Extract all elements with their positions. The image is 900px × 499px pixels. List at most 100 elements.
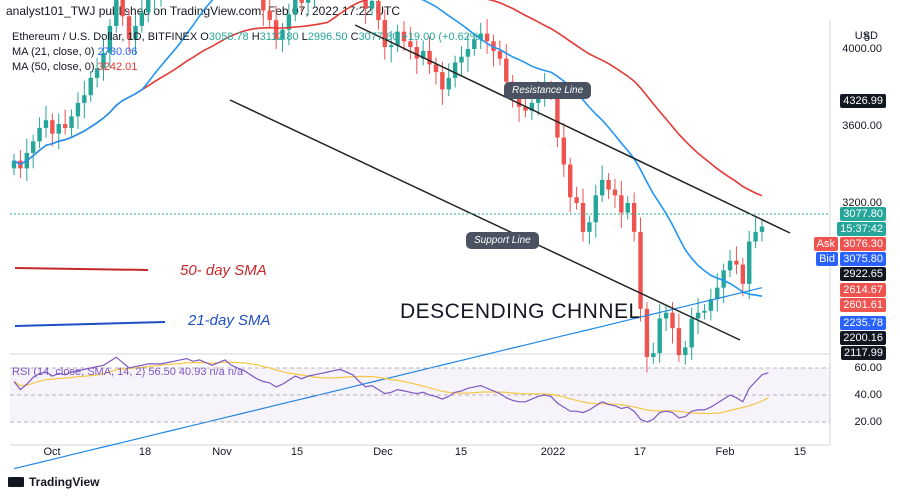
legend-low: 2996.50 — [307, 31, 348, 43]
candle-body — [395, 31, 400, 46]
candle-body — [497, 50, 503, 59]
legend-high: 3112.80 — [259, 31, 299, 43]
price-tag: 2601.61 — [840, 298, 886, 312]
price-tag-label: Bid — [816, 252, 838, 266]
candle-body — [427, 50, 432, 65]
price-tag: 2614.67 — [840, 283, 886, 297]
rsi-tick-label: 40.00 — [854, 389, 882, 401]
time-tick-label: 15 — [454, 446, 468, 458]
price-tag: 15:37:42 — [837, 222, 886, 236]
time-tick-label: 18 — [138, 446, 152, 458]
candle-body — [753, 231, 758, 242]
rsi-axis[interactable]: 20.00 40.00 60.00 — [830, 354, 900, 446]
candle-body — [491, 41, 496, 51]
candle-body — [612, 189, 618, 196]
candle-body — [734, 260, 739, 265]
candle-body — [267, 10, 272, 21]
candle-body — [273, 20, 279, 40]
price-tick-label: 4000.00 — [842, 43, 882, 55]
candle-body — [37, 127, 42, 142]
time-tick-label: 15 — [290, 446, 304, 458]
candle-body — [568, 164, 573, 198]
candle-body — [107, 25, 113, 53]
candle-body — [82, 95, 87, 103]
candle-body — [727, 260, 733, 271]
rsi-legend: RSI (14, close, SMA, 14, 2) 56.50 40.93 … — [12, 366, 244, 378]
candle-body — [433, 64, 439, 73]
legend-h-label: H — [251, 31, 260, 43]
candle-body — [606, 179, 611, 190]
legend-ma21-value: 2730.06 — [97, 46, 138, 58]
candle-body — [478, 33, 483, 40]
price-tag: 3075.80 — [840, 252, 886, 266]
resistance-line-label: Resistance Line — [504, 82, 592, 99]
time-tick-label: 15 — [793, 446, 807, 458]
candle-body — [30, 141, 36, 153]
candle-body — [715, 287, 720, 300]
candle-body — [721, 270, 726, 288]
candle-body — [504, 58, 509, 82]
sma21-annotation: 21-day SMA — [188, 312, 271, 329]
candle-body — [43, 120, 49, 128]
candle-body — [599, 179, 605, 196]
candle-body — [50, 120, 55, 134]
currency-label[interactable]: USD — [854, 30, 878, 42]
price-tag: 3076.30 — [840, 237, 886, 251]
candle-body — [101, 52, 106, 69]
candle-body — [587, 222, 592, 232]
candle-body — [663, 312, 669, 319]
candle-body — [139, 12, 145, 26]
candle-body — [747, 241, 752, 284]
candle-body — [414, 47, 419, 59]
candle-body — [740, 264, 746, 284]
sma21-annotation-line — [14, 321, 166, 327]
support-line-label: Support Line — [466, 232, 539, 249]
tradingview-logo-text: TradingView — [29, 475, 100, 489]
candle-body — [440, 72, 445, 90]
candle-body — [305, 0, 311, 3]
candle-body — [114, 0, 119, 26]
candle-body — [689, 318, 694, 348]
sma50-annotation-line — [14, 267, 149, 271]
candle-body — [363, 0, 368, 9]
price-axis[interactable]: 3200.00 3600.00 4000.00 5 4326.99 3077.80 15:3… — [813, 0, 900, 360]
price-tag: 3077.80 — [840, 207, 886, 221]
ma200-line — [13, 287, 763, 470]
candle-body — [62, 124, 68, 128]
time-axis[interactable]: Oct 18 Nov 15 Dec 15 2022 17 Feb 15 — [0, 446, 830, 462]
time-tick-label: 2022 — [540, 446, 566, 458]
candle-body — [683, 347, 688, 356]
time-tick-label: Feb — [715, 446, 735, 458]
candle-body — [293, 0, 298, 15]
candle-body — [580, 203, 586, 232]
candle-body — [638, 231, 643, 309]
candle-body — [401, 31, 407, 42]
candle-body — [388, 45, 394, 48]
candle-body — [759, 226, 765, 232]
price-tag-label: Ask — [813, 237, 838, 251]
sma50-annotation: 50- day SMA — [180, 262, 267, 279]
candle-body — [11, 160, 17, 169]
candle-body — [452, 62, 458, 78]
candle-body — [133, 25, 138, 40]
candle-body — [472, 39, 477, 49]
candle-body — [459, 56, 464, 63]
time-tick-label: Oct — [43, 446, 61, 458]
candle-body — [657, 318, 662, 354]
candle-body — [120, 0, 125, 17]
candle-body — [75, 102, 81, 117]
candle-body — [708, 299, 714, 311]
candle-body — [555, 93, 560, 138]
candle-body — [369, 0, 375, 9]
candle-body — [286, 14, 292, 30]
candle-body — [702, 310, 707, 313]
price-tick-label: 3200.00 — [842, 197, 882, 209]
candle-body — [280, 29, 285, 40]
rsi-line — [13, 356, 769, 423]
legend-main-row: Ethereum / U.S. Dollar, 1D, BITFINEX O30… — [12, 30, 483, 45]
channel-annotation: DESCENDING CHNNEL — [400, 300, 641, 323]
candle-body — [465, 49, 471, 57]
legend-change: +19.00 (+0.62%) — [401, 31, 484, 43]
legend-o-label: O — [200, 31, 209, 43]
